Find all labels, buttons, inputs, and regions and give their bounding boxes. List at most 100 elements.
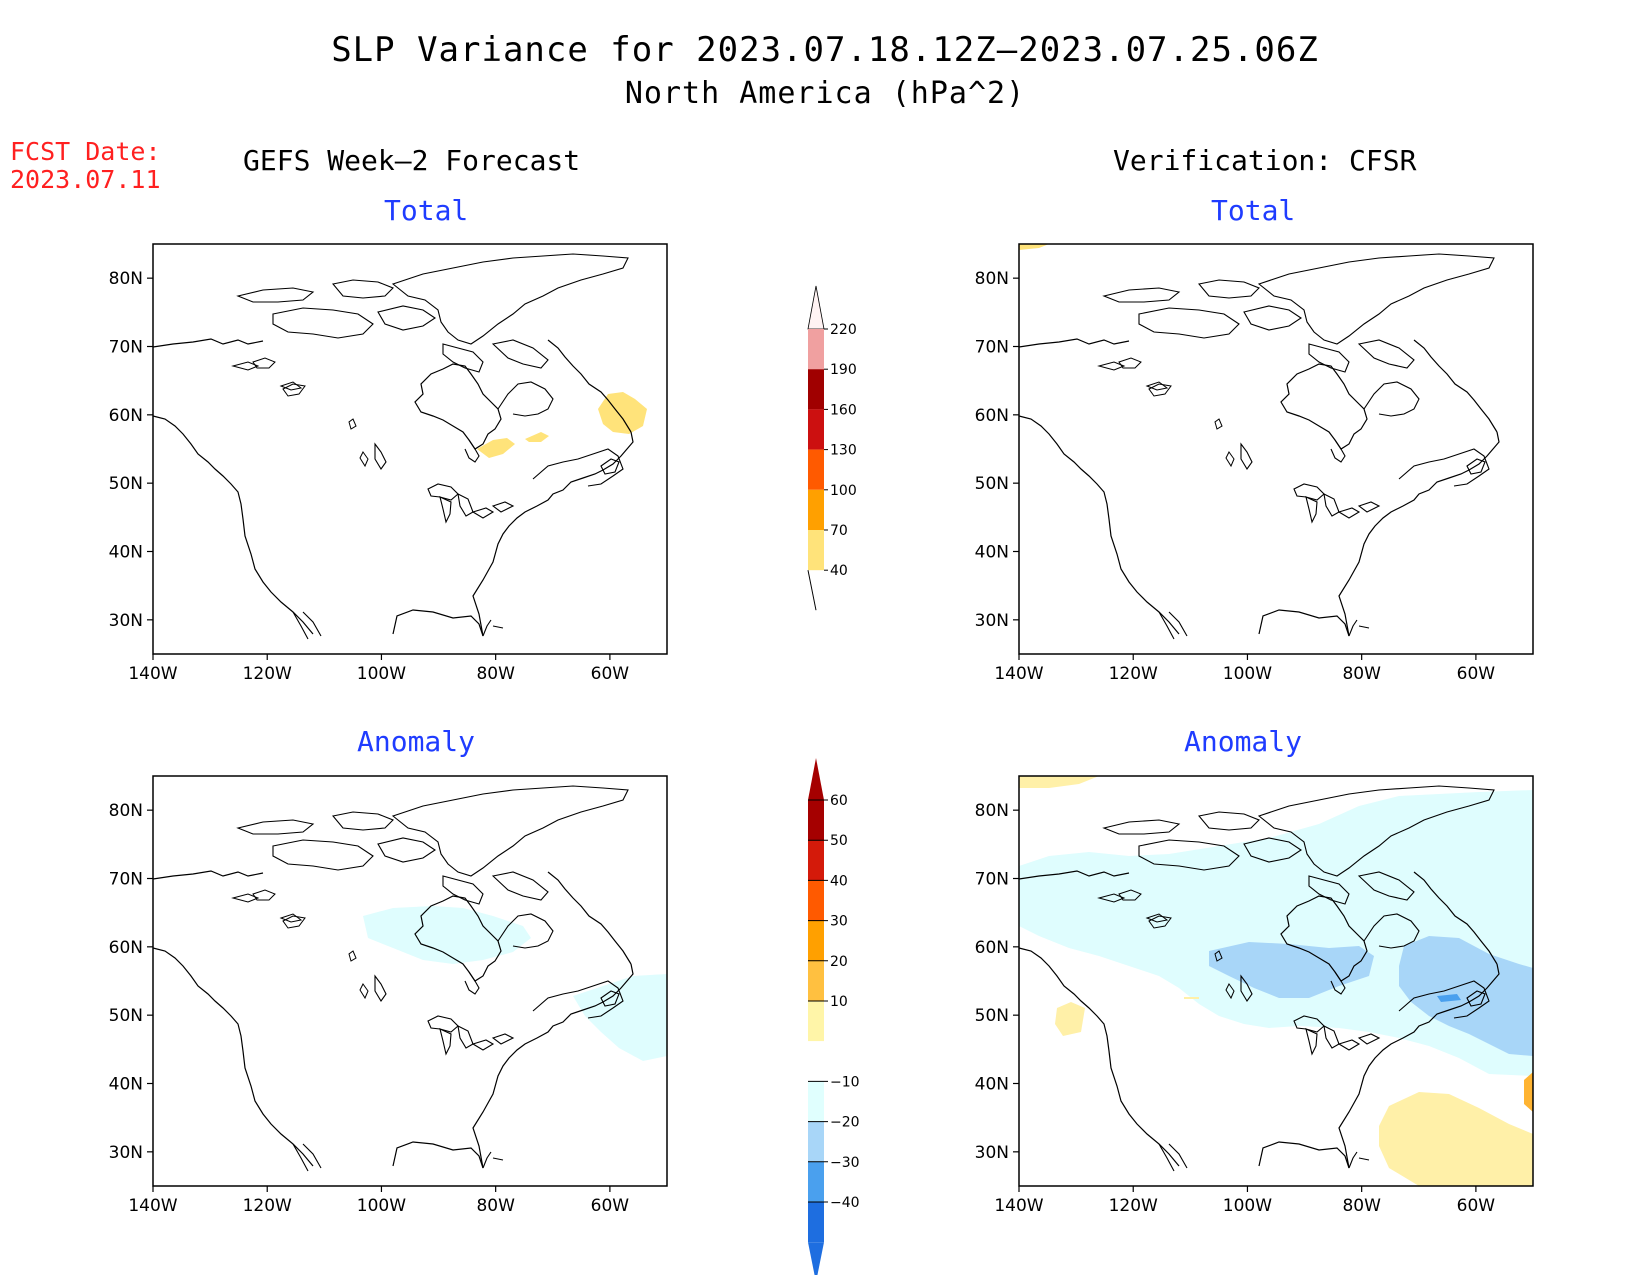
- colorbar-total: 220 190 160 130 100 70 40: [807, 285, 857, 611]
- map-verification-total: [1018, 243, 1534, 655]
- colorbar-swatch: [808, 1202, 824, 1243]
- colorbar-level-label: 190: [830, 362, 857, 378]
- lon-tick-label: 100W: [357, 664, 406, 684]
- colorbar-swatch: [808, 409, 824, 450]
- cyan-shade-hudson: [363, 906, 531, 964]
- panel-title-verification-total: Total: [1211, 194, 1296, 227]
- colorbar-level-label: 20: [830, 954, 848, 970]
- map-forecast-total: [152, 243, 668, 655]
- colorbar-level-label: 50: [830, 833, 848, 849]
- yellow-shade-bc: [1055, 1002, 1085, 1036]
- colorbar-level-label: 70: [830, 523, 848, 539]
- colorbar-tip-top: [808, 758, 824, 800]
- panel-title-verification-anomaly: Anomaly: [1184, 725, 1303, 758]
- map-frame: [1018, 243, 1534, 655]
- colorbar-tip-bottom: [808, 1242, 824, 1275]
- lat-tick-label: 60N: [975, 938, 1009, 958]
- lat-tick-label: 40N: [975, 1075, 1009, 1095]
- lat-tick-label: 50N: [109, 1006, 143, 1026]
- colorbar-swatch: [808, 920, 824, 961]
- fcst-date-value: 2023.07.11: [10, 165, 161, 194]
- lat-tick-label: 50N: [975, 474, 1009, 494]
- lat-tick-label: 80N: [109, 801, 143, 821]
- colorbar-level-label: 30: [830, 914, 848, 930]
- lat-tick-label: 70N: [109, 870, 143, 890]
- yellow-shade-quebec: [525, 432, 549, 442]
- axes-verification-anomaly: 80N 70N 60N 50N 40N 30N 140W 120W 100W 80W 60W: [975, 801, 1496, 1216]
- map-frame: [152, 243, 668, 655]
- yellow-shade-hudson-east: [598, 392, 647, 434]
- colorbar-level-label: 40: [830, 873, 848, 889]
- colorbar-level-label: −20: [830, 1115, 860, 1131]
- column-title-verification: Verification: CFSR: [1113, 144, 1417, 177]
- colorbar-swatch: [808, 1001, 824, 1042]
- colorbar-swatch: [808, 1041, 824, 1082]
- lat-tick-label: 30N: [975, 1143, 1009, 1163]
- lat-tick-label: 70N: [975, 870, 1009, 890]
- lon-tick-label: 120W: [1109, 664, 1158, 684]
- lon-tick-label: 60W: [1457, 1196, 1496, 1216]
- axes-forecast-total: 80N 70N 60N 50N 40N 30N 140W 120W 100W 80W 60W: [109, 269, 630, 684]
- lat-tick-label: 80N: [975, 269, 1009, 289]
- colorbar-level-label: 130: [830, 443, 857, 459]
- lat-tick-label: 40N: [109, 543, 143, 563]
- lon-tick-label: 120W: [1109, 1196, 1158, 1216]
- lon-tick-label: 60W: [1457, 664, 1496, 684]
- colorbar-swatch: [808, 530, 824, 571]
- lon-tick-label: 100W: [1223, 664, 1272, 684]
- lat-tick-label: 80N: [109, 269, 143, 289]
- lon-tick-label: 80W: [476, 1196, 515, 1216]
- colorbar-swatch: [808, 1161, 824, 1202]
- lat-tick-label: 50N: [109, 474, 143, 494]
- lat-tick-label: 70N: [975, 338, 1009, 358]
- colorbar-tip-top: [807, 285, 825, 330]
- lon-tick-label: 120W: [243, 1196, 292, 1216]
- axes-forecast-anomaly: 80N 70N 60N 50N 40N 30N 140W 120W 100W 80W 60W: [109, 801, 630, 1216]
- colorbar-tip-bottom: [807, 570, 817, 611]
- colorbar-level-label: 220: [830, 322, 857, 338]
- lat-tick-label: 50N: [975, 1006, 1009, 1026]
- lat-tick-label: 40N: [109, 1075, 143, 1095]
- colorbar-anomaly: 60 50 40 30 20 10 −10 −20 −30 −40: [808, 758, 860, 1275]
- lat-tick-label: 40N: [975, 543, 1009, 563]
- yellow-shade-atlantic: [1379, 1092, 1533, 1186]
- colorbar-level-label: 60: [830, 793, 848, 809]
- colorbar-swatch: [808, 329, 824, 370]
- lon-tick-label: 100W: [1223, 1196, 1272, 1216]
- map-verification-anomaly: [1018, 775, 1534, 1187]
- colorbar-swatch: [808, 800, 824, 841]
- midblue-shade-core: [1437, 994, 1461, 1002]
- colorbar-level-label: 40: [830, 563, 848, 579]
- colorbar-swatch: [808, 489, 824, 530]
- lat-tick-label: 30N: [109, 1143, 143, 1163]
- lon-tick-label: 100W: [357, 1196, 406, 1216]
- lon-tick-label: 120W: [243, 664, 292, 684]
- colorbar-swatch: [808, 960, 824, 1001]
- lat-tick-label: 70N: [109, 338, 143, 358]
- lat-tick-label: 80N: [975, 801, 1009, 821]
- lat-tick-label: 30N: [975, 611, 1009, 631]
- lon-tick-label: 80W: [1342, 664, 1381, 684]
- lat-tick-label: 60N: [109, 938, 143, 958]
- colorbar-level-label: 160: [830, 402, 857, 418]
- lon-tick-label: 140W: [994, 1196, 1043, 1216]
- lat-tick-label: 30N: [109, 611, 143, 631]
- colorbar-level-label: −10: [830, 1074, 860, 1090]
- colorbar-level-label: 10: [830, 994, 848, 1010]
- column-title-forecast: GEFS Week–2 Forecast: [243, 144, 581, 177]
- orange-shade-atlantic-edge: [1524, 1072, 1533, 1112]
- colorbar-swatch: [808, 449, 824, 490]
- axes-verification-total: 80N 70N 60N 50N 40N 30N 140W 120W 100W 80W 60W: [975, 269, 1496, 684]
- fcst-date-label: FCST Date:: [10, 137, 161, 166]
- cyan-shade-atlantic: [573, 974, 667, 1061]
- figure-title: SLP Variance for 2023.07.18.12Z–2023.07.…: [331, 30, 1319, 70]
- cyan-shade-broad: [1019, 790, 1533, 1076]
- colorbar-level-label: 100: [830, 483, 857, 499]
- lightblue-shade-quebec: [1399, 936, 1533, 1056]
- colorbar-level-label: −30: [830, 1155, 860, 1171]
- colorbar-swatch: [808, 1121, 824, 1162]
- lon-tick-label: 140W: [128, 1196, 177, 1216]
- yellow-shade-james-bay: [477, 438, 515, 458]
- panel-title-forecast-anomaly: Anomaly: [357, 725, 476, 758]
